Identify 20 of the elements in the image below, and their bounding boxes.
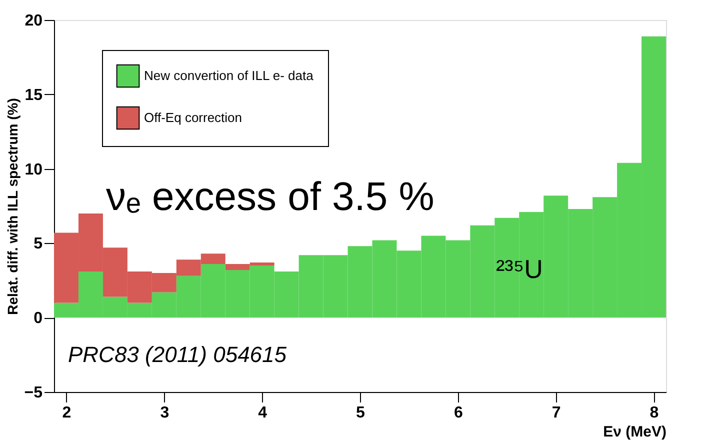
x-tick-label: 5 <box>356 404 366 422</box>
x-tick-label: 8 <box>650 404 659 422</box>
y-axis-title: Relat. diff. with ILL spectrum (%) <box>4 98 20 315</box>
legend-label: Off-Eq correction <box>144 110 242 125</box>
x-tick-label: 2 <box>62 404 72 422</box>
x-tick-label: 7 <box>552 404 561 422</box>
y-tick-label: 15 <box>24 86 43 104</box>
y-tick-label: 10 <box>24 161 43 178</box>
legend-label: New convertion of ILL e- data <box>144 68 314 83</box>
annotation: ²³⁵U <box>496 254 543 284</box>
y-tick-label: 20 <box>24 12 43 30</box>
x-tick-label: 6 <box>454 404 463 422</box>
annotation: νₑ excess of 3.5 % <box>106 175 434 219</box>
x-axis-title: Eν (MeV) <box>603 424 666 440</box>
x-tick-label: 4 <box>258 404 268 422</box>
annotation: PRC83 (2011) 054615 <box>68 342 288 367</box>
x-tick-label: 3 <box>160 404 170 422</box>
y-tick-label: −5 <box>24 384 43 402</box>
y-tick-label: 5 <box>34 236 43 253</box>
y-tick-label: 0 <box>34 310 43 328</box>
